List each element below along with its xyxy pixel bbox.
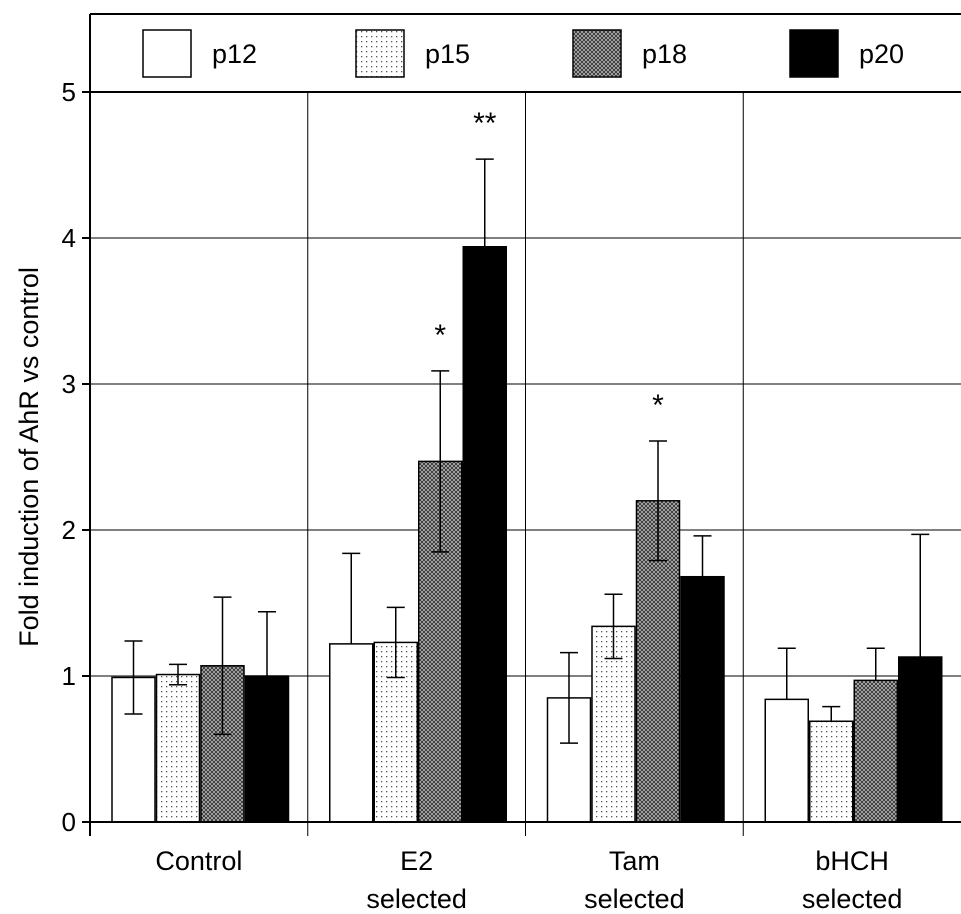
axes: 0 1 2 3 4 5 Control E2 selected Tam selected bHCH se…	[62, 13, 961, 914]
category-label: selected	[584, 884, 685, 914]
category-label: selected	[802, 884, 903, 914]
y-tick-label: 5	[62, 77, 76, 107]
legend-swatch-p18	[572, 29, 622, 78]
y-tick-label: 2	[62, 515, 76, 545]
bars: ****	[111, 107, 943, 823]
legend-label-p15: p15	[425, 39, 470, 69]
bar-p12-3	[764, 698, 809, 823]
category-label: selected	[366, 884, 467, 914]
gridlines	[90, 91, 961, 836]
category-label: bHCH	[815, 846, 889, 876]
bar-p20-3	[898, 656, 943, 823]
significance-marker: *	[434, 319, 446, 352]
legend-swatch-p15	[355, 29, 405, 78]
legend-swatch-p20	[789, 29, 839, 78]
bar-p15-0	[155, 673, 201, 823]
y-axis-label: Fold induction of AhR vs control	[14, 267, 44, 647]
y-tick-label: 3	[62, 369, 76, 399]
legend-label-p18: p18	[642, 39, 687, 69]
category-label: Control	[155, 846, 242, 876]
legend-label-p12: p12	[212, 39, 257, 69]
category-label: E2	[400, 846, 433, 876]
bar-p18-3	[853, 679, 898, 823]
bar-p12-1	[329, 643, 374, 823]
category-label: Tam	[609, 846, 660, 876]
legend-swatch-p12	[142, 29, 192, 78]
bar-p20-1	[462, 246, 507, 823]
significance-marker: **	[473, 107, 497, 140]
significance-marker: *	[652, 389, 664, 422]
y-tick-label: 1	[62, 661, 76, 691]
legend: p12 p15 p18 p20	[142, 29, 904, 78]
bar-p15-3	[809, 720, 854, 823]
legend-label-p20: p20	[859, 39, 904, 69]
y-tick-label: 0	[62, 807, 76, 837]
y-tick-label: 4	[62, 223, 76, 253]
